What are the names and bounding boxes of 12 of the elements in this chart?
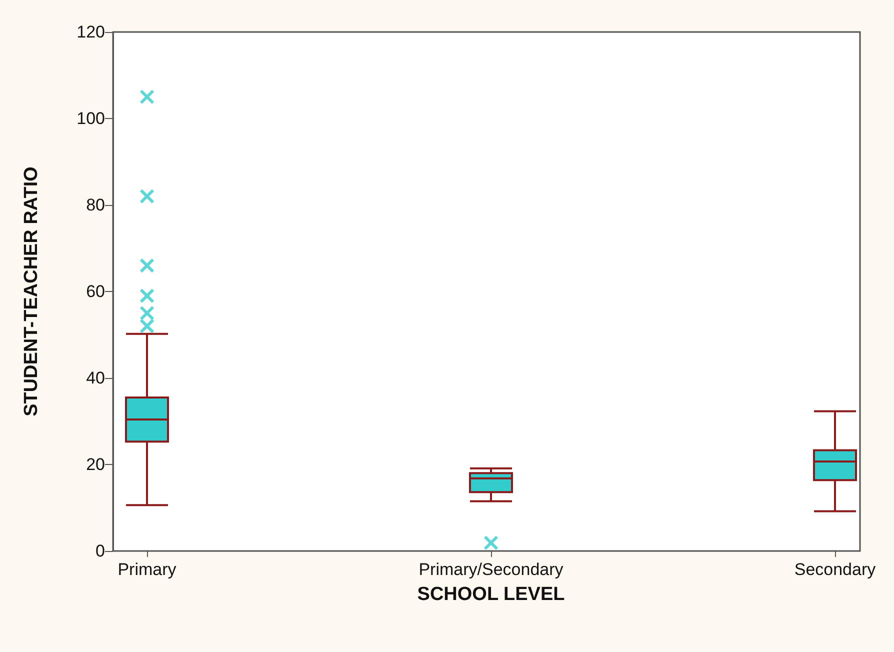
y-tick-label: 80: [86, 196, 105, 214]
y-tick-label: 40: [86, 368, 105, 388]
x-axis-title: SCHOOL LEVEL: [417, 584, 566, 605]
y-tick-label: 20: [86, 455, 105, 474]
y-tick-label: 120: [76, 22, 105, 42]
y-tick-label: 0: [96, 542, 105, 560]
x-tick-label: Primary/Secondary: [418, 560, 564, 579]
x-tick-label: Primary: [118, 560, 177, 579]
y-tick-label: 60: [86, 282, 105, 301]
x-tick-label: Secondary: [794, 560, 876, 579]
y-tick-label: 100: [76, 109, 105, 128]
y-axis-title: STUDENT-TEACHER RATIO: [21, 166, 42, 416]
